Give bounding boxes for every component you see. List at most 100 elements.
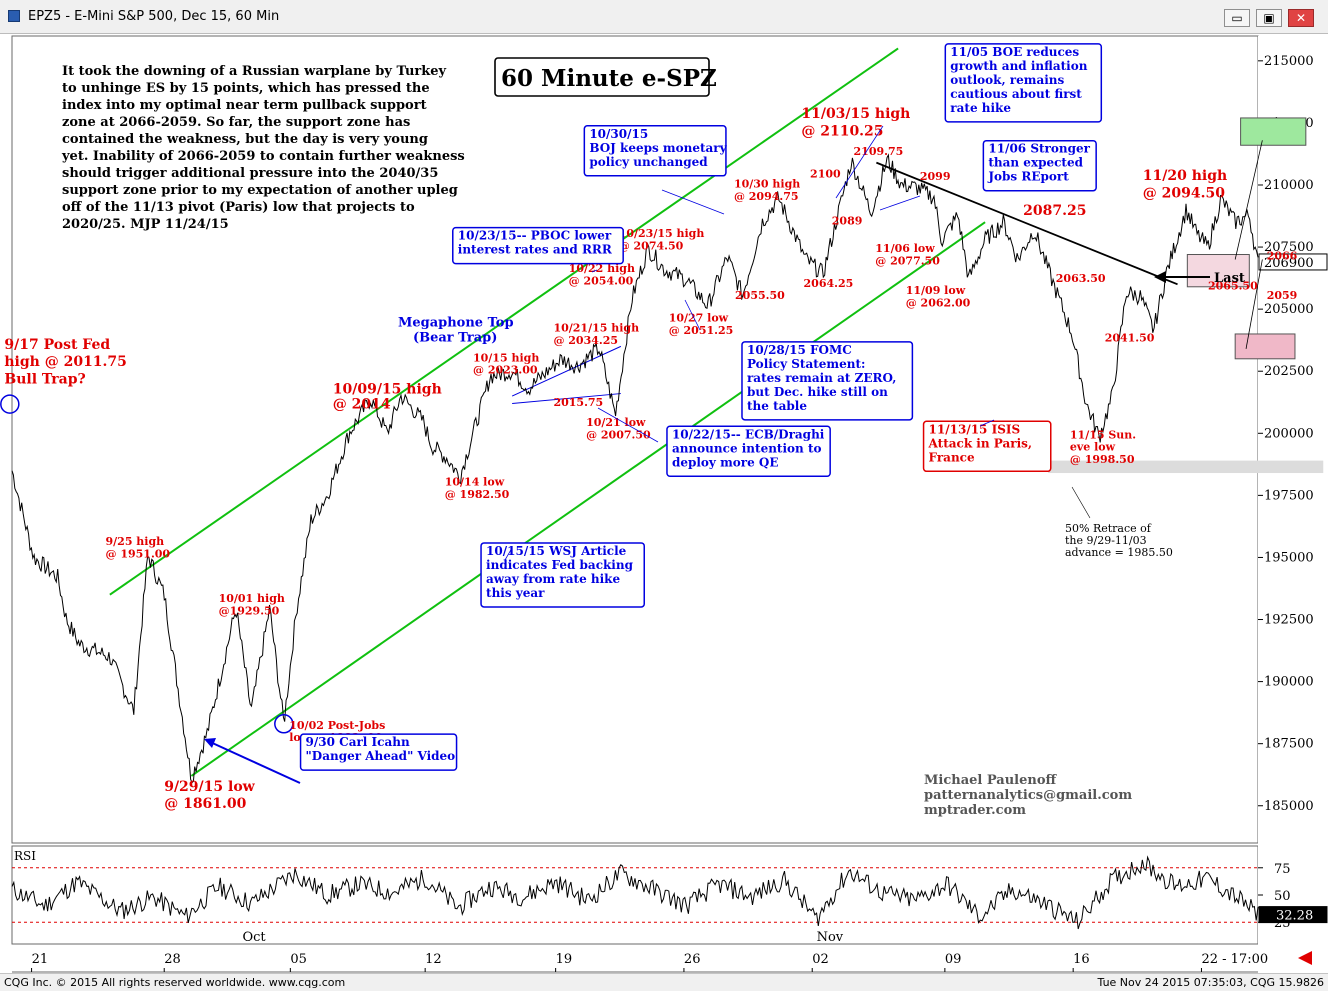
annotation-text: 10/22/15-- ECB/Draghi [672,427,825,441]
pattern-label: Megaphone Top [398,316,514,331]
annotation-text: rates remain at ZERO, [747,371,896,385]
scroll-arrow-icon [1298,951,1312,965]
price-annotation: 9/25 high [106,535,165,548]
annotation-text: 9/30 Carl Icahn [306,735,410,749]
rsi-line [11,855,1259,930]
price-line [11,153,1259,784]
rsi-y-tick-label: 50 [1274,889,1291,904]
price-annotation: @ 2074.50 [619,240,684,253]
upper-channel-line [109,47,899,596]
annotation-box [741,341,914,421]
annotation-pointer [504,547,513,561]
commentary-line: support zone prior to my expectation of … [62,183,458,198]
price-annotation: @ 2023.00 [473,364,538,377]
megaphone-top-line [511,345,622,397]
x-tick-label: 22 - 17:00 [1201,952,1268,967]
target-up-line [1234,140,1263,260]
downtrend-line [876,161,1178,286]
chart-title: 60 Minute e-SPZ [501,65,717,92]
minimize-button[interactable]: ▭ [1224,9,1250,27]
price-annotation: 2109.75 [854,145,904,158]
annotation-pointer [835,125,884,199]
title-bar[interactable]: EPZ5 - E-Mini S&P 500, Dec 15, 60 Min ▭ … [0,0,1328,34]
price-annotation: @ 2054.00 [569,274,634,287]
commentary-line: contained the weakness, but the day is v… [62,132,428,147]
last-arrow-icon [1154,271,1166,283]
y-tick-label: 205000 [1264,302,1314,317]
retrace-note: the 9/29-11/03 [1065,534,1147,547]
annotation-pointer [591,269,598,273]
x-tick-label: 19 [556,952,573,967]
price-annotation: @ 2014 [333,396,391,412]
retrace-note: advance = 1985.50 [1065,546,1173,559]
annotation-text: cautious about first [950,87,1082,101]
y-tick-label: 207500 [1264,240,1314,255]
annotation-box [982,139,1097,192]
annotation-text: 10/23/15-- PBOC lower [458,229,612,243]
rsi-last-value-label: 32.28 [1276,909,1313,924]
downside-target-box [1234,333,1296,360]
price-annotation: @ 2094.50 [1143,185,1225,201]
timestamp-text: Tue Nov 24 2015 07:35:03, CQG 15.9826 [1097,976,1324,989]
support-zone-box [1186,254,1250,288]
megaphone-bottom-line [512,393,621,404]
annotation-pointer [879,195,921,211]
price-annotation: high @ 2011.75 [4,354,127,370]
x-tick-label: 12 [425,952,442,967]
commentary-line: yet. Inability of 2066-2059 to contain f… [61,149,465,164]
window-title: EPZ5 - E-Mini S&P 500, Dec 15, 60 Min [28,9,280,24]
price-annotation: 11/15 Sun. [1070,428,1136,441]
annotation-text: than expected [988,156,1083,170]
author-line: mptrader.com [924,803,1026,818]
price-annotation: 2065.50 [1208,279,1258,292]
copyright-text: CQG Inc. © 2015 All rights reserved worl… [4,976,346,989]
app-icon [8,10,20,22]
price-annotation: @ 2007.50 [586,428,651,441]
commentary-line: should trigger additional pressure into … [62,166,438,181]
annotation-text: Policy Statement: [747,357,865,371]
upside-target-box [1240,117,1307,146]
restore-button[interactable]: ▣ [1256,9,1282,27]
annotation-text: but Dec. hike still on [747,385,888,399]
close-button[interactable]: ✕ [1288,9,1314,27]
highlight-circle [0,394,20,414]
price-annotation: 10/01 high [219,592,285,605]
price-annotation: @ 2110.25 [801,123,883,139]
annotation-text: deploy more QE [672,455,779,469]
status-bar: CQG Inc. © 2015 All rights reserved worl… [0,973,1328,991]
x-tick-label: 02 [812,952,829,967]
x-tick-label: 28 [164,952,181,967]
author-line: patternanalytics@gmail.com [924,788,1132,803]
x-tick-label: 16 [1073,952,1090,967]
annotation-text: 11/13/15 ISIS [929,422,1021,436]
commentary-line: to unhinge ES by 15 points, which has pr… [62,81,430,96]
price-annotation: 11/09 low [906,284,966,297]
price-annotation: 10/02 Post-Jobs [289,719,385,732]
price-annotation: 10/23/15 high [619,227,705,240]
price-annotation: 10/22 high [569,262,635,275]
annotation-text: rate hike [950,101,1011,115]
price-annotation: @ 1951.00 [106,547,171,560]
icahn-arrow-line [207,740,301,784]
annotation-text: Attack in Paris, [928,436,1033,450]
price-annotation: @ 1861.00 [164,796,246,812]
price-annotation: 2064.25 [804,277,854,290]
y-axis-area [1258,36,1328,972]
y-tick-label: 192500 [1264,613,1314,628]
y-tick-label: 187500 [1264,737,1314,752]
price-annotation: 10/21 low [586,416,646,429]
commentary-line: 2020/25. MJP 11/24/15 [62,217,229,232]
price-annotation: 10/14 low [445,475,505,488]
x-month-label: Oct [242,930,266,945]
price-annotation: eve low [1070,441,1116,454]
